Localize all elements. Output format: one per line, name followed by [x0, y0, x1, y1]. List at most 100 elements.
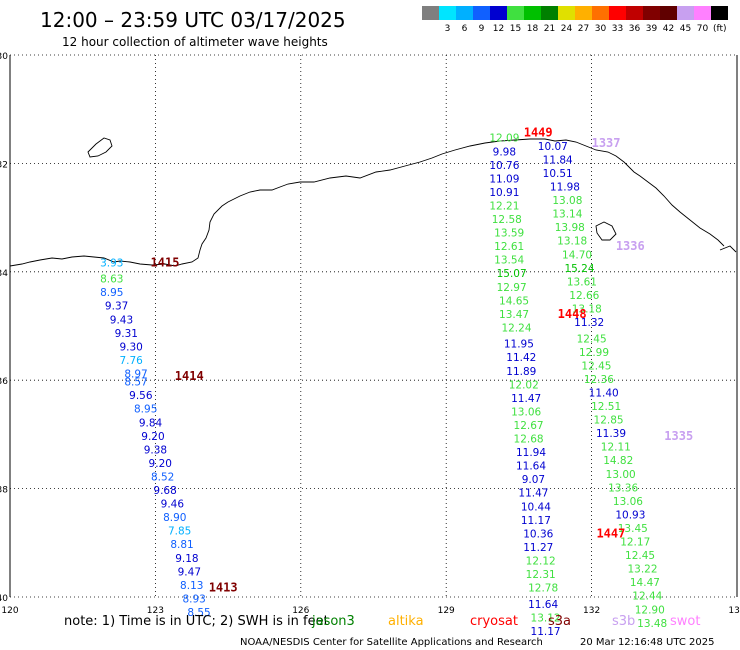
legend-swatch: [541, 6, 558, 20]
wave-height-value: 12.09: [489, 133, 519, 145]
wave-height-value: 11.47: [518, 488, 548, 500]
wave-height-value: 13.36: [608, 482, 638, 494]
wave-height-value: 11.17: [531, 626, 561, 638]
legend-label: 3: [445, 24, 451, 34]
wave-height-value: 13.12: [531, 612, 561, 624]
wave-height-value: 9.38: [144, 444, 167, 456]
legend-swatch: [439, 6, 456, 20]
track-mid: 12.099.9810.7611.0910.9112.2112.5813.591…: [489, 133, 560, 638]
wave-height-value: 8.13: [180, 580, 203, 592]
legend-label: 18: [527, 24, 539, 34]
wave-height-value: 11.39: [596, 428, 626, 440]
pass-time-labels: 1415 1414 1413 1449 1448 1447 1337 1336 1335: [151, 125, 694, 594]
wave-height-value: 13.48: [637, 618, 667, 630]
wave-height-value: 13.47: [499, 309, 529, 321]
wave-height-value: 11.27: [523, 542, 553, 554]
axis-ticks: -30 -32 -34 -36 -38 -40 120 123 126 129 132 135: [0, 52, 740, 616]
legend-swatch: [643, 6, 660, 20]
legend-label: 30: [595, 24, 607, 34]
pass-time-label: 1336: [616, 239, 645, 253]
legend-label: 33: [612, 24, 623, 34]
wave-height-value: 9.46: [161, 499, 185, 511]
lat-tick-label: -32: [0, 160, 8, 170]
lon-tick-label: 120: [1, 606, 18, 616]
pass-time-label: 1449: [524, 125, 553, 139]
footer-note: note: 1) Time is in UTC; 2) SWH is in fe…: [64, 614, 329, 629]
wave-height-value: 13.61: [567, 276, 597, 288]
wave-height-value: 10.91: [489, 187, 519, 199]
wave-height-value: 14.65: [499, 295, 529, 307]
wave-height-value: 15.07: [497, 268, 527, 280]
legend-label: 15: [510, 24, 521, 34]
legend-swatch: [694, 6, 711, 20]
wave-height-value: 9.20: [141, 431, 164, 443]
pass-time-label: 1415: [151, 255, 180, 269]
satellite-name: s3b: [612, 614, 635, 629]
lon-tick-label: 132: [583, 606, 600, 616]
wave-height-value: 11.64: [528, 599, 558, 611]
wave-height-value: 11.40: [589, 387, 619, 399]
pass-time-label: 1337: [592, 136, 621, 150]
wave-height-value: 12.99: [579, 347, 609, 359]
legend-swatch: [575, 6, 592, 20]
wave-height-value: 7.85: [168, 526, 191, 538]
legend-swatch: [592, 6, 609, 20]
wave-height-value: 8.52: [151, 471, 174, 483]
wave-height-value: 12.67: [514, 420, 544, 432]
wave-height-value: 11.47: [511, 393, 541, 405]
wave-height-value: 12.36: [584, 374, 614, 386]
wave-height-value: 11.09: [489, 173, 519, 185]
pass-time-label: 1413: [209, 581, 238, 595]
wave-height-value: 11.95: [504, 339, 534, 351]
wave-height-value: 12.45: [581, 360, 611, 372]
wave-height-value: 13.06: [511, 406, 541, 418]
wave-height-value: 11.94: [516, 447, 546, 459]
legend-label: 45: [680, 24, 691, 34]
wave-height-value: 13.00: [606, 469, 636, 481]
satellite-name: jason3: [311, 614, 355, 629]
wave-height-value: 9.56: [129, 390, 153, 402]
wave-height-value: 3.93: [100, 257, 123, 269]
satellite-name: cryosat: [470, 614, 518, 629]
wave-height-value: 8.93: [182, 593, 205, 605]
wave-height-value: 12.68: [514, 434, 544, 446]
wave-height-value: 12.12: [526, 555, 556, 567]
lon-tick-label: 126: [292, 606, 309, 616]
legend-swatch: [558, 6, 575, 20]
wave-height-value: 9.68: [153, 485, 176, 497]
wave-height-value: 13.06: [613, 496, 643, 508]
pass-time-label: 1335: [664, 429, 693, 443]
pass-time-label: 1447: [596, 526, 625, 540]
wave-height-value: 12.66: [569, 290, 599, 302]
wave-height-value: 8.63: [100, 274, 123, 286]
pass-time-label: 1414: [175, 369, 204, 383]
wave-height-value: 12.44: [632, 591, 662, 603]
lon-tick-label: 123: [147, 606, 164, 616]
wave-height-value: 12.45: [577, 333, 607, 345]
legend-swatch: [711, 6, 728, 20]
wave-height-value: 8.95: [134, 404, 157, 416]
wave-height-value: 10.93: [615, 509, 645, 521]
coastline: [9, 137, 737, 267]
wave-height-value: 11.42: [506, 352, 536, 364]
wave-height-value: 12.24: [501, 322, 531, 334]
legend-label: 42: [663, 24, 674, 34]
legend-swatch: [524, 6, 541, 20]
wave-height-value: 13.14: [552, 209, 582, 221]
legend-label: 12: [493, 24, 504, 34]
satellite-name: s3a: [548, 614, 571, 629]
wave-height-value: 15.24: [564, 263, 594, 275]
lat-tick-label: -40: [0, 594, 8, 604]
legend-label: 36: [629, 24, 641, 34]
legend-label: 70: [697, 24, 709, 34]
wave-height-value: 9.43: [110, 314, 133, 326]
wave-height-value: 11.17: [521, 515, 551, 527]
wave-height-value: 10.36: [523, 528, 553, 540]
wave-height-value: 12.78: [528, 583, 558, 595]
wave-height-value: 14.82: [603, 455, 633, 467]
wave-height-value: 9.98: [493, 146, 516, 158]
map-subtitle: 12 hour collection of altimeter wave hei…: [62, 35, 328, 49]
legend-label: 21: [544, 24, 555, 34]
wave-height-value: 12.61: [494, 241, 524, 253]
